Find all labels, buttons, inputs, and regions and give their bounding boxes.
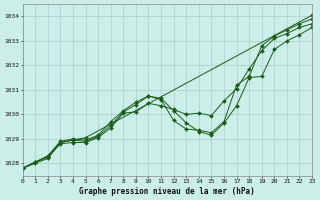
X-axis label: Graphe pression niveau de la mer (hPa): Graphe pression niveau de la mer (hPa): [79, 187, 255, 196]
